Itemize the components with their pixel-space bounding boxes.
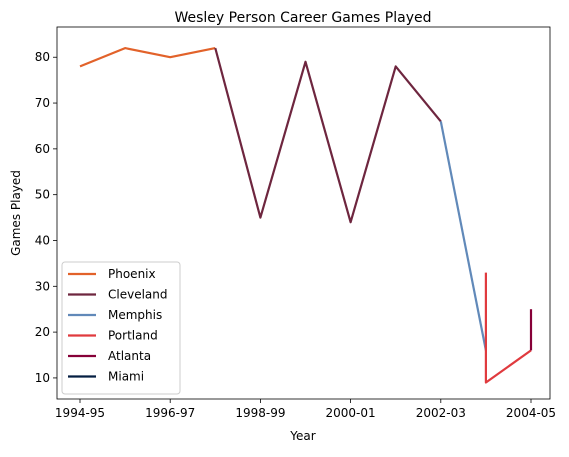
x-tick-label: 2004-05 — [506, 406, 556, 420]
y-axis: 10 20 30 40 50 60 70 80 — [35, 50, 57, 385]
x-axis-title: Year — [289, 429, 315, 443]
y-tick-label: 70 — [35, 96, 50, 110]
legend-label-atlanta: Atlanta — [108, 349, 151, 363]
series-layer — [79, 46, 533, 384]
x-axis: 1994-95 1996-97 1998-99 2000-01 2002-03 2004-… — [55, 399, 556, 420]
x-tick-label: 2002-03 — [416, 406, 466, 420]
legend-label-memphis: Memphis — [108, 308, 162, 322]
y-tick-label: 20 — [35, 325, 50, 339]
chart-title: Wesley Person Career Games Played — [174, 10, 431, 26]
plot-frame — [56, 26, 551, 400]
series-line-cleveland — [214, 47, 442, 224]
y-tick-label: 60 — [35, 142, 50, 156]
legend: Phoenix Cleveland Memphis Portland Atlanta Mi… — [61, 261, 181, 395]
y-tick-label: 40 — [35, 233, 50, 247]
legend-label-phoenix: Phoenix — [108, 267, 156, 281]
legend-label-portland: Portland — [108, 329, 158, 343]
x-tick-label: 1996-97 — [145, 406, 195, 420]
series-line-portland — [484, 272, 532, 384]
y-tick-label: 50 — [35, 188, 50, 202]
y-tick-label: 10 — [35, 371, 50, 385]
x-tick-label: 2000-01 — [326, 406, 376, 420]
y-tick-label: 30 — [35, 279, 50, 293]
y-axis-title: Games Played — [9, 170, 23, 256]
legend-label-miami: Miami — [108, 370, 144, 384]
y-tick-label: 80 — [35, 50, 50, 64]
x-tick-label: 1994-95 — [55, 406, 105, 420]
series-line-memphis — [439, 121, 487, 351]
x-tick-label: 1998-99 — [235, 406, 285, 420]
series-line-phoenix — [79, 46, 216, 68]
legend-label-cleveland: Cleveland — [108, 288, 168, 302]
